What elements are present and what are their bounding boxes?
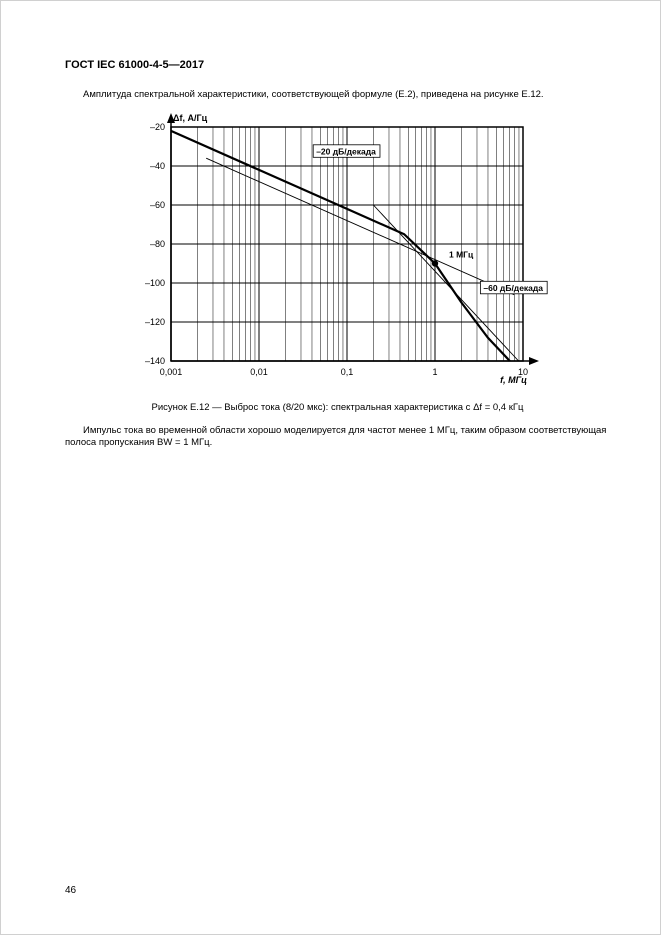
- marker-1mhz: [431, 260, 437, 266]
- spectral-chart: –20–40–60–80–100–120–1400,0010,010,1110Δ…: [123, 109, 553, 389]
- x-tick-label: 0,1: [340, 367, 353, 377]
- y-tick-label: –100: [144, 278, 164, 288]
- x-tick-label: 0,01: [250, 367, 268, 377]
- page: ГОСТ IEC 61000-4-5—2017 Амплитуда спектр…: [0, 0, 661, 935]
- page-number: 46: [65, 885, 76, 896]
- y-tick-label: –80: [149, 239, 164, 249]
- body-paragraph: Импульс тока во временной области хорошо…: [65, 425, 610, 449]
- y-axis-label: Δf, А/Гц: [173, 113, 208, 123]
- figure-caption: Рисунок Е.12 — Выброс тока (8/20 мкс): с…: [65, 402, 610, 413]
- annotation-label-0: –20 дБ/декада: [316, 146, 376, 156]
- y-tick-label: –20: [149, 122, 164, 132]
- x-tick-label: 1: [432, 367, 437, 377]
- y-tick-label: –40: [149, 161, 164, 171]
- document-header: ГОСТ IEC 61000-4-5—2017: [65, 59, 610, 71]
- chart-container: –20–40–60–80–100–120–1400,0010,010,1110Δ…: [123, 109, 553, 394]
- marker-label: 1 МГц: [449, 249, 474, 259]
- y-tick-label: –120: [144, 317, 164, 327]
- y-tick-label: –60: [149, 200, 164, 210]
- y-tick-label: –140: [144, 356, 164, 366]
- annotation-label-1: –60 дБ/декада: [483, 283, 543, 293]
- x-axis-arrow: [529, 357, 539, 365]
- x-axis-label: f, МГц: [500, 375, 527, 385]
- x-tick-label: 0,001: [159, 367, 182, 377]
- intro-paragraph: Амплитуда спектральной характеристики, с…: [65, 89, 610, 101]
